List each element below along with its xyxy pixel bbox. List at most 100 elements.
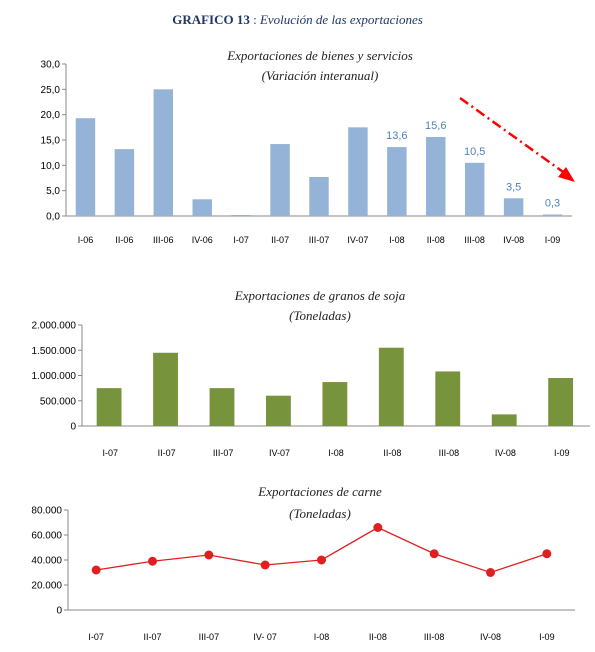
- chart1-y-tick-label: 30,0: [41, 60, 61, 71]
- chart2-bar: [266, 395, 291, 426]
- chart2-bar: [209, 388, 235, 426]
- chart2-subtitle: (Toneladas): [289, 308, 351, 323]
- chart3-y-tick-label: 40.000: [31, 556, 62, 567]
- chart3-point: [260, 560, 270, 570]
- chart1-trend-arrow-head: [558, 167, 575, 182]
- chart1-bar: [503, 198, 524, 216]
- chart1-bar: [464, 162, 485, 216]
- chart2-x-tick-label: III-08: [439, 448, 460, 458]
- chart2-bar: [548, 378, 574, 426]
- chart2-x-tick-label: II-08: [383, 448, 401, 458]
- chart1-x-tick-label: III-08: [464, 235, 485, 245]
- chart2-bar: [322, 382, 348, 426]
- chart3-x-tick-label: IV- 07: [253, 632, 277, 642]
- chart3-x-tick-label: III-07: [199, 632, 220, 642]
- chart1-bar: [153, 89, 174, 216]
- chart-exportaciones-soja: Exportaciones de granos de soja (Tonelad…: [32, 288, 590, 458]
- chart3-x-tick-label: II-08: [369, 632, 387, 642]
- chart2-x-tick-label: I-09: [554, 448, 570, 458]
- chart3-point: [429, 549, 439, 559]
- chart1-x-tick-label: I-06: [78, 235, 94, 245]
- chart3-point: [204, 550, 214, 560]
- chart3-point: [91, 565, 101, 575]
- chart1-y-tick-label: 15,0: [41, 136, 61, 147]
- chart1-x-tick-label: III-07: [309, 235, 330, 245]
- chart1-bar: [270, 144, 290, 216]
- chart2-x-tick-label: III-07: [213, 448, 234, 458]
- chart1-x-tick-label: IV-06: [192, 235, 213, 245]
- page-title-text: Evolución de las exportaciones: [259, 12, 423, 27]
- chart-exportaciones-carne: Exportaciones de carne (Toneladas) 0 20.0…: [31, 484, 575, 642]
- chart1-x-tick-label: III-06: [153, 235, 174, 245]
- chart1-y-tick-label: 5,0: [46, 186, 60, 197]
- chart3-x-tick-label: I-08: [314, 632, 330, 642]
- chart3-point: [373, 523, 383, 532]
- chart2-x-tick-label: I-07: [102, 448, 118, 458]
- chart2-bar: [378, 347, 404, 426]
- chart1-bar: [348, 127, 368, 216]
- chart1-bar: [192, 199, 212, 216]
- chart2-title: Exportaciones de granos de soja: [234, 288, 406, 303]
- chart3-x-tick-label: III-08: [424, 632, 445, 642]
- chart1-x-tick-label: I-09: [545, 235, 561, 245]
- page-title: GRAFICO 13 : Evolución de las exportacio…: [0, 12, 595, 28]
- chart1-x-tick-label: II-08: [427, 235, 445, 245]
- chart1-data-label: 13,6: [386, 130, 407, 142]
- chart3-y-tick-label: 80.000: [31, 506, 62, 517]
- chart1-data-label: 15,6: [425, 120, 446, 132]
- chart1-x-tick-label: I-08: [389, 235, 405, 245]
- chart2-y-tick-label: 1.500.000: [32, 346, 77, 357]
- page-title-separator: :: [249, 12, 260, 27]
- chart1-data-label: 0,3: [545, 197, 560, 209]
- chart1-bar: [75, 118, 96, 216]
- chart3-point: [148, 556, 157, 566]
- chart1-subtitle: (Variación interanual): [262, 68, 379, 83]
- chart1-y-tick-label: 0,0: [46, 212, 60, 223]
- chart2-bar: [491, 414, 517, 426]
- chart1-x-tick-label: I-07: [233, 235, 249, 245]
- chart2-bar: [435, 371, 461, 426]
- chart1-bar: [231, 214, 251, 216]
- chart2-y-tick-label: 0: [70, 422, 76, 433]
- chart2-x-tick-label: IV-08: [495, 448, 516, 458]
- chart3-y-tick-label: 60.000: [31, 531, 62, 542]
- chart1-bar: [309, 176, 329, 216]
- chart2-y-tick-label: 500.000: [40, 396, 77, 407]
- chart3-x-tick-label: IV-08: [480, 632, 501, 642]
- chart3-x-tick-label: I-09: [539, 632, 555, 642]
- chart2-bar: [96, 388, 122, 426]
- chart3-point: [542, 549, 552, 559]
- chart1-y-tick-label: 20,0: [41, 110, 61, 121]
- chart1-x-tick-label: II-07: [271, 235, 289, 245]
- chart1-data-label: 10,5: [464, 146, 485, 158]
- chart1-bar: [387, 147, 407, 216]
- chart3-title: Exportaciones de carne: [257, 484, 382, 499]
- chart1-data-label: 3,5: [506, 181, 521, 193]
- chart3-x-tick-label: II-07: [143, 632, 161, 642]
- chart2-bar: [153, 352, 178, 426]
- chart1-x-tick-label: IV-08: [503, 235, 524, 245]
- chart-exportaciones-bienes-servicios: Exportaciones de bienes y servicios (Var…: [41, 48, 575, 245]
- chart2-x-tick-label: I-08: [328, 448, 344, 458]
- chart2-y-tick-label: 2.000.000: [32, 321, 77, 332]
- chart3-series-line: [96, 526, 548, 574]
- page-title-number: GRAFICO 13: [172, 12, 250, 27]
- chart2-x-tick-label: IV-07: [269, 448, 290, 458]
- chart1-bar: [114, 149, 135, 216]
- chart2-x-tick-label: II-07: [158, 448, 176, 458]
- chart1-x-tick-label: II-06: [115, 235, 133, 245]
- chart3-y-tick-label: 20.000: [31, 581, 62, 592]
- chart3-y-tick-label: 0: [56, 606, 62, 617]
- chart1-trend-arrow-line: [459, 96, 567, 176]
- chart1-bar: [542, 214, 563, 216]
- chart2-y-tick-label: 1.000.000: [32, 371, 77, 382]
- chart1-y-tick-label: 10,0: [41, 161, 61, 172]
- chart1-bar: [426, 136, 446, 216]
- chart1-x-tick-label: IV-07: [347, 235, 368, 245]
- chart3-subtitle: (Toneladas): [289, 506, 351, 521]
- chart3-point: [486, 568, 495, 577]
- chart1-title: Exportaciones de bienes y servicios: [226, 48, 413, 63]
- chart1-y-tick-label: 25,0: [41, 85, 61, 96]
- chart3-x-tick-label: I-07: [88, 632, 104, 642]
- chart3-point: [317, 555, 326, 565]
